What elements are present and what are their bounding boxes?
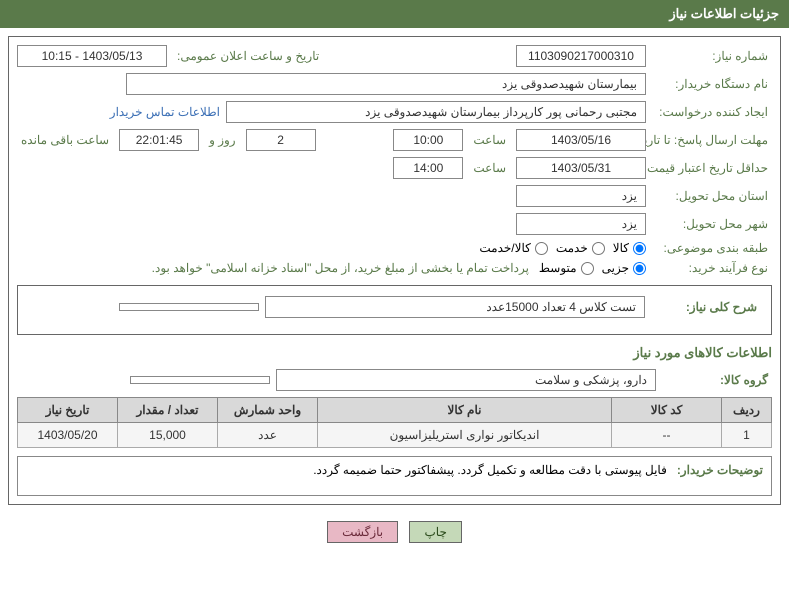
cat-kala-input[interactable]: [633, 242, 646, 255]
page-title: جزئیات اطلاعات نیاز: [669, 6, 779, 21]
purchase-type-radio-group: جزیی متوسط: [539, 261, 646, 275]
announce-label: تاریخ و ساعت اعلان عمومی:: [173, 49, 323, 63]
group-label: گروه کالا:: [662, 373, 772, 387]
countdown-field: 22:01:45: [119, 129, 199, 151]
requester-label: ایجاد کننده درخواست:: [652, 105, 772, 119]
city-field: یزد: [516, 213, 646, 235]
th-name: نام کالا: [318, 398, 612, 423]
td-name: اندیکاتور نواری استریلیزاسیون: [318, 423, 612, 448]
payment-note: پرداخت تمام یا بخشی از مبلغ خرید، از محل…: [148, 261, 533, 275]
goods-info-title: اطلاعات کالاهای مورد نیاز: [17, 345, 772, 361]
category-radio-group: کالا خدمت کالا/خدمت: [479, 241, 646, 255]
buyer-notes-label: توضیحات خریدار:: [677, 463, 763, 489]
summary-field: تست کلاس 4 تعداد 15000عدد: [265, 296, 645, 318]
days-count-field: 2: [246, 129, 316, 151]
buyer-notes-box: توضیحات خریدار: فایل پیوستی با دقت مطالع…: [17, 456, 772, 496]
cat-khedmat-input[interactable]: [592, 242, 605, 255]
summary-label: شرح کلی نیاز:: [651, 300, 761, 314]
td-qty: 15,000: [118, 423, 218, 448]
saat-label-2: ساعت: [469, 161, 510, 175]
cat-kala-khedmat-label: کالا/خدمت: [479, 241, 530, 255]
validity-label-text: حداقل تاریخ اعتبار قیمت:: [644, 161, 768, 175]
buyer-org-label: نام دستگاه خریدار:: [652, 77, 772, 91]
summary-box: شرح کلی نیاز: تست کلاس 4 تعداد 15000عدد: [17, 285, 772, 335]
pt-jozi-label: جزیی: [602, 261, 629, 275]
rooz-va-label: روز و: [205, 133, 240, 147]
validity-label: حداقل تاریخ اعتبار قیمت: تا تاریخ:: [652, 161, 772, 175]
validity-date-field: 1403/05/31: [516, 157, 646, 179]
deadline-date-field: 1403/05/16: [516, 129, 646, 151]
cat-khedmat-radio[interactable]: خدمت: [556, 241, 605, 255]
th-code: کد کالا: [612, 398, 722, 423]
saat-baghi-label: ساعت باقی مانده: [17, 133, 113, 147]
category-label: طبقه بندی موضوعی:: [652, 241, 772, 255]
th-date: تاریخ نیاز: [18, 398, 118, 423]
td-date: 1403/05/20: [18, 423, 118, 448]
td-unit: عدد: [218, 423, 318, 448]
cat-kala-khedmat-radio[interactable]: کالا/خدمت: [479, 241, 547, 255]
purchase-type-label: نوع فرآیند خرید:: [652, 261, 772, 275]
pt-motavasset-radio[interactable]: متوسط: [539, 261, 594, 275]
province-label: استان محل تحویل:: [652, 189, 772, 203]
group-field-2: [130, 376, 270, 384]
table-row: 1 -- اندیکاتور نواری استریلیزاسیون عدد 1…: [18, 423, 772, 448]
deadline-time-field: 10:00: [393, 129, 463, 151]
th-unit: واحد شمارش: [218, 398, 318, 423]
goods-table: ردیف کد کالا نام کالا واحد شمارش تعداد /…: [17, 397, 772, 448]
pt-motavasset-input[interactable]: [581, 262, 594, 275]
city-label: شهر محل تحویل:: [652, 217, 772, 231]
contact-link[interactable]: اطلاعات تماس خریدار: [110, 105, 220, 119]
buyer-org-field: بیمارستان شهیدصدوقی یزد: [126, 73, 646, 95]
pt-motavasset-label: متوسط: [539, 261, 577, 275]
pt-jozi-radio[interactable]: جزیی: [602, 261, 646, 275]
deadline-label-text: مهلت ارسال پاسخ:: [674, 133, 768, 147]
summary-field-2: [119, 303, 259, 311]
print-button[interactable]: چاپ: [409, 521, 461, 543]
cat-kala-label: کالا: [613, 241, 629, 255]
page-title-bar: جزئیات اطلاعات نیاز: [0, 0, 789, 28]
requester-field: مجتبی رحمانی پور کارپرداز بیمارستان شهید…: [226, 101, 646, 123]
main-form: شماره نیاز: 1103090217000310 تاریخ و ساع…: [8, 36, 781, 505]
cat-kala-khedmat-input[interactable]: [535, 242, 548, 255]
announce-field: 1403/05/13 - 10:15: [17, 45, 167, 67]
cat-khedmat-label: خدمت: [556, 241, 588, 255]
th-row: ردیف: [722, 398, 772, 423]
button-row: چاپ بازگشت: [0, 513, 789, 551]
td-code: --: [612, 423, 722, 448]
province-field: یزد: [516, 185, 646, 207]
pt-jozi-input[interactable]: [633, 262, 646, 275]
deadline-label: مهلت ارسال پاسخ: تا تاریخ:: [652, 133, 772, 147]
need-number-label: شماره نیاز:: [652, 49, 772, 63]
th-qty: تعداد / مقدار: [118, 398, 218, 423]
td-row: 1: [722, 423, 772, 448]
validity-time-field: 14:00: [393, 157, 463, 179]
buyer-notes-text: فایل پیوستی با دقت مطالعه و تکمیل گردد. …: [313, 463, 667, 489]
group-field: دارو، پزشکی و سلامت: [276, 369, 656, 391]
saat-label-1: ساعت: [469, 133, 510, 147]
back-button[interactable]: بازگشت: [327, 521, 398, 543]
need-number-field: 1103090217000310: [516, 45, 646, 67]
table-header-row: ردیف کد کالا نام کالا واحد شمارش تعداد /…: [18, 398, 772, 423]
cat-kala-radio[interactable]: کالا: [613, 241, 646, 255]
